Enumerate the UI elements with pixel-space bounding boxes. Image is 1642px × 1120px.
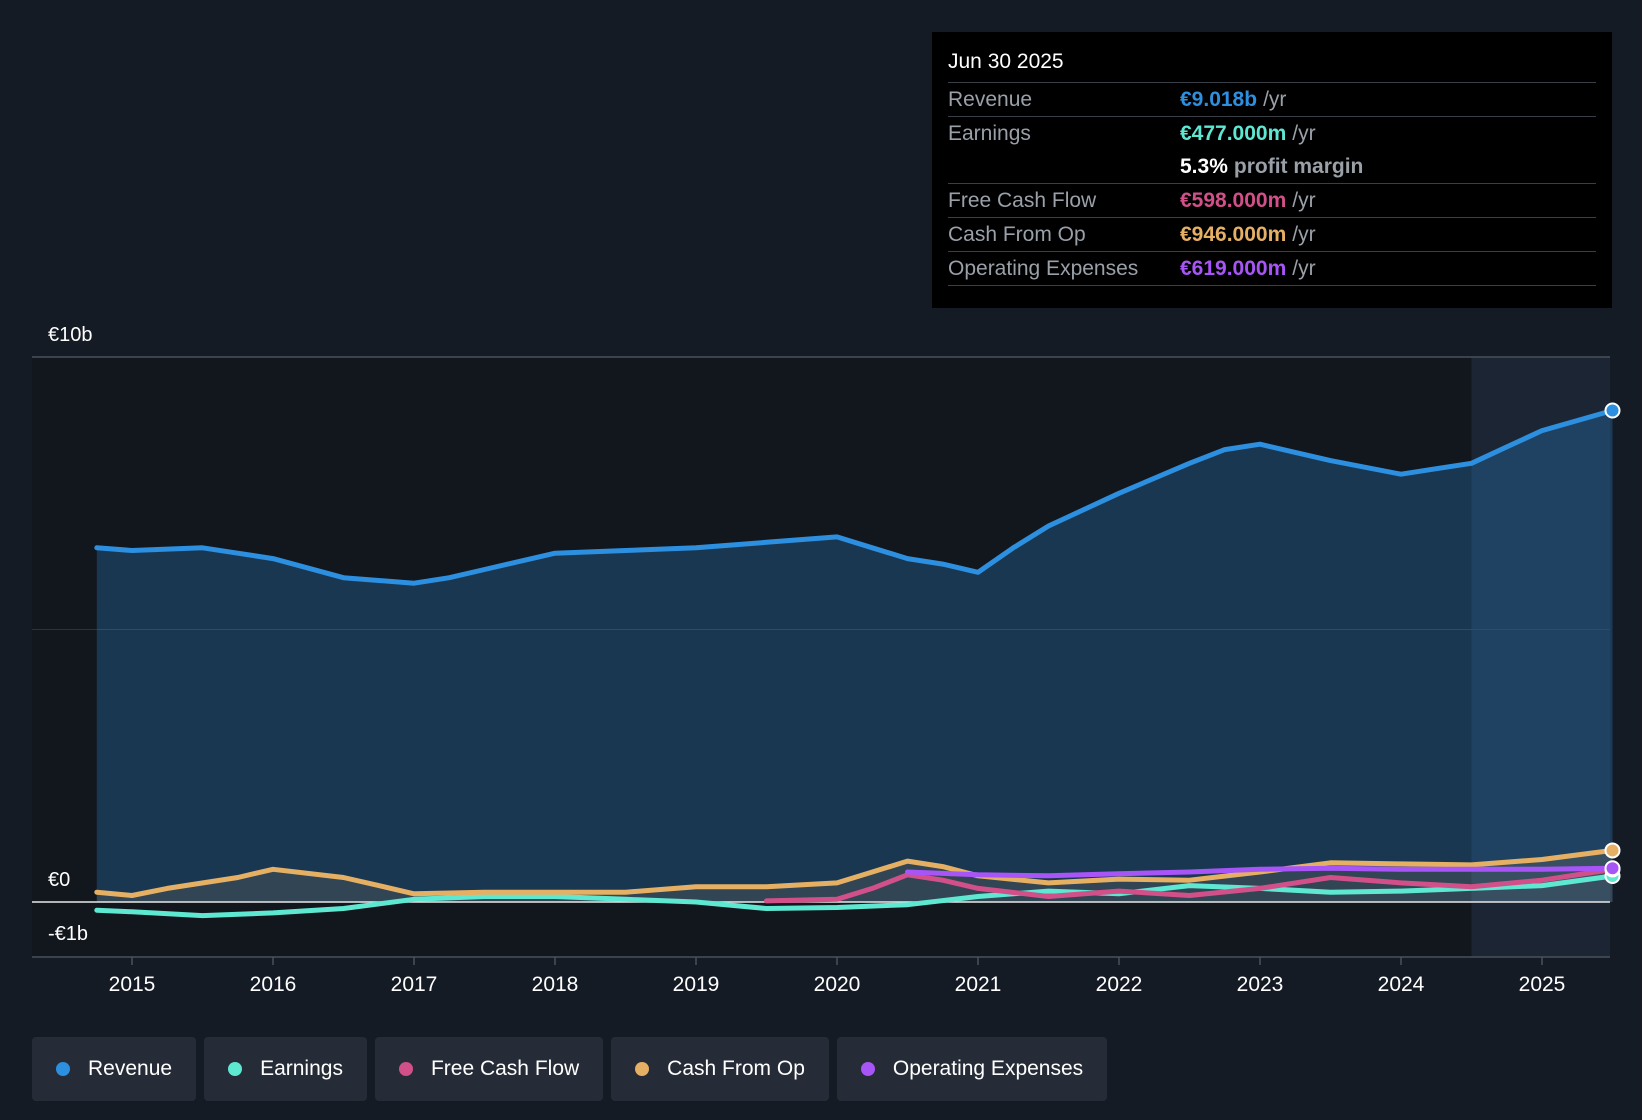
series-end-marker-cash-from-op	[1604, 842, 1621, 859]
series-line-free-cash-flow	[764, 866, 1615, 904]
series-line-cash-from-op	[94, 847, 1615, 898]
tooltip-row-operating-expenses: Operating Expenses €619.000m /yr	[948, 252, 1596, 286]
tooltip-row-cash-from-op: Cash From Op €946.000m /yr	[948, 218, 1596, 252]
tooltip-unit: profit margin	[1233, 155, 1364, 178]
tooltip-value: €946.000m	[1180, 223, 1287, 246]
legend-item-revenue[interactable]: Revenue	[32, 1037, 197, 1101]
x-tick-label: 2023	[1237, 973, 1284, 996]
recent-period-shade	[1471, 357, 1610, 957]
x-tick-label: 2025	[1519, 973, 1566, 996]
tooltip-date: Jun 30 2025	[948, 32, 1596, 83]
legend-dot-icon	[398, 1062, 413, 1076]
tooltip-row-profit-margin: 5.3% profit margin	[948, 150, 1596, 184]
tooltip-value: €477.000m	[1180, 122, 1287, 145]
chart-canvas: €10b €0 -€1b 2015 2016 2017 2018 2019 2020 2021 20…	[32, 324, 1621, 996]
series-line-revenue	[94, 408, 1615, 586]
tooltip-unit: /yr	[1292, 257, 1316, 280]
legend-dot-icon	[635, 1062, 650, 1076]
legend-dot-icon	[860, 1062, 875, 1076]
x-tick-label: 2019	[673, 973, 720, 996]
y-tick-label: €10b	[48, 324, 93, 346]
x-tick-label: 2024	[1378, 973, 1425, 996]
x-tick-label: 2020	[814, 973, 861, 996]
legend: Revenue Earnings Free Cash Flow Cash Fro…	[32, 1037, 1108, 1101]
tooltip-label: Earnings	[948, 122, 1031, 145]
legend-label: Free Cash Flow	[430, 1057, 580, 1080]
legend-item-free-cash-flow[interactable]: Free Cash Flow	[374, 1037, 604, 1101]
tooltip-value: €9.018b	[1180, 88, 1258, 111]
legend-item-operating-expenses[interactable]: Operating Expenses	[836, 1037, 1108, 1101]
legend-label: Operating Expenses	[892, 1057, 1084, 1080]
legend-item-earnings[interactable]: Earnings	[204, 1037, 367, 1101]
x-tick-label: 2017	[391, 973, 438, 996]
legend-item-cash-from-op[interactable]: Cash From Op	[611, 1037, 829, 1101]
tooltip-row-earnings: Earnings €477.000m /yr	[948, 117, 1596, 150]
series-end-marker-revenue	[1604, 402, 1621, 419]
legend-label: Cash From Op	[667, 1057, 805, 1080]
tooltip-label: Operating Expenses	[948, 257, 1139, 280]
legend-dot-icon	[228, 1062, 243, 1076]
tooltip-value: €598.000m	[1180, 189, 1287, 212]
x-tick-label: 2015	[109, 973, 156, 996]
y-tick-label: €0	[48, 869, 70, 891]
tooltip-unit: /yr	[1292, 223, 1316, 246]
tooltip-row-revenue: Revenue €9.018b /yr	[948, 83, 1596, 117]
tooltip-label: Revenue	[948, 88, 1033, 111]
tooltip-value: 5.3%	[1180, 155, 1228, 178]
plot-background	[32, 357, 1610, 957]
tooltip-row-free-cash-flow: Free Cash Flow €598.000m /yr	[948, 184, 1596, 218]
x-tick-label: 2022	[1096, 973, 1143, 996]
x-tick-label: 2021	[955, 973, 1002, 996]
tooltip-unit: /yr	[1263, 88, 1287, 111]
x-tick-label: 2018	[532, 973, 579, 996]
tooltip-unit: /yr	[1292, 189, 1316, 212]
series-end-marker-operating-expenses	[1604, 860, 1621, 877]
series-line-operating-expenses	[905, 865, 1615, 879]
series-area-revenue	[96, 410, 1613, 902]
x-tick-label: 2016	[250, 973, 297, 996]
tooltip-unit: /yr	[1292, 122, 1316, 145]
tooltip-label	[948, 150, 1180, 183]
legend-label: Earnings	[260, 1057, 343, 1080]
series-line-earnings	[94, 873, 1615, 919]
tooltip-label: Free Cash Flow	[948, 189, 1097, 212]
legend-label: Revenue	[88, 1057, 173, 1080]
tooltip-panel: Jun 30 2025 Revenue €9.018b /yr Earnings…	[932, 32, 1612, 308]
tooltip-value: €619.000m	[1180, 257, 1287, 280]
y-tick-label: -€1b	[48, 923, 88, 945]
tooltip-label: Cash From Op	[948, 223, 1086, 246]
legend-dot-icon	[56, 1062, 70, 1076]
